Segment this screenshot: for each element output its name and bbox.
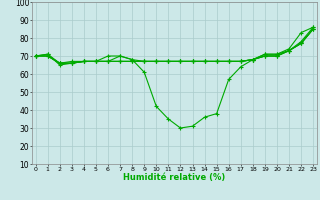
X-axis label: Humidité relative (%): Humidité relative (%) [123,173,226,182]
